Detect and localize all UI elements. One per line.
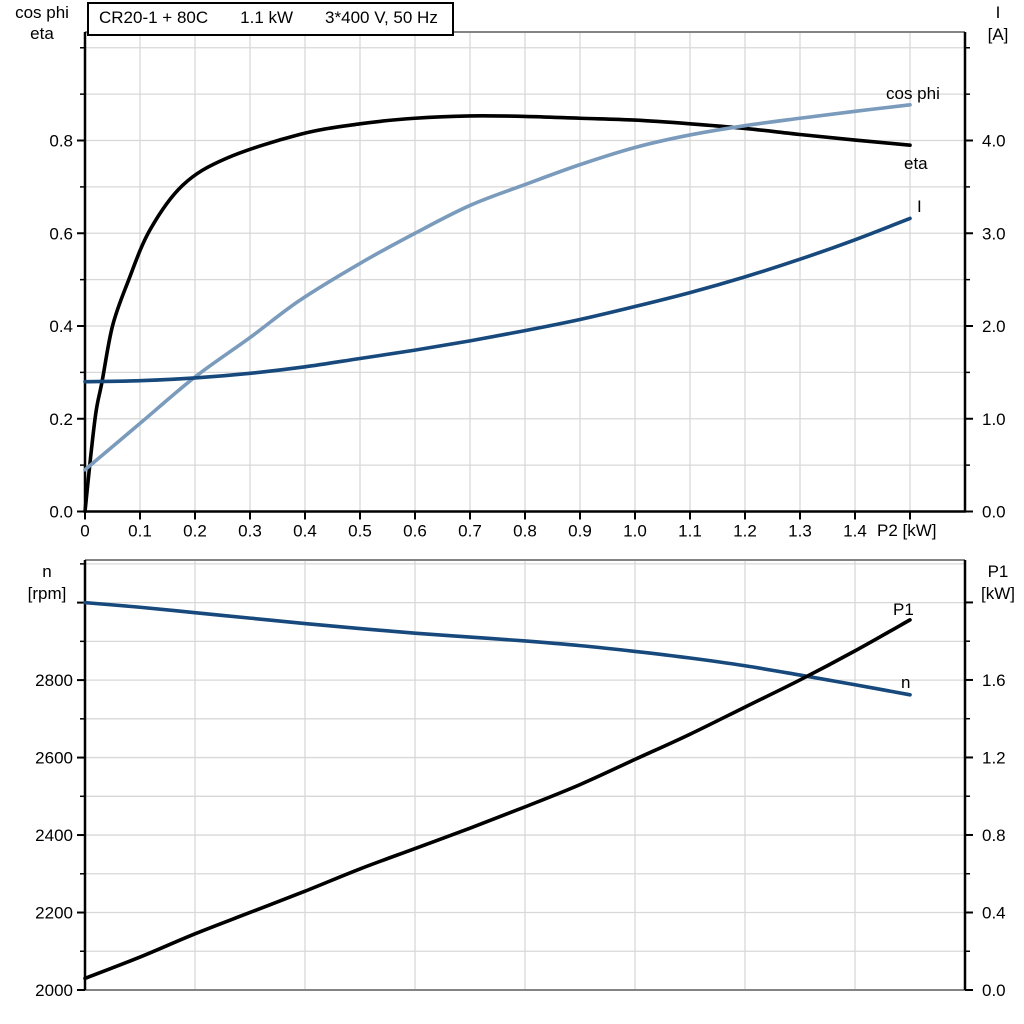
- right-axis-tick-label: 1.6: [982, 671, 1006, 690]
- input-power-curve: [83, 618, 912, 981]
- right-axis-tick-label: 1.0: [982, 410, 1006, 429]
- cos-phi-curve: [83, 103, 912, 472]
- x-axis-title: P2 [kW]: [877, 521, 937, 540]
- cos-phi-curve-label: cos phi: [886, 84, 940, 103]
- x-axis-tick-label: 0.9: [568, 522, 592, 541]
- speed-curve: [83, 600, 912, 697]
- x-axis-tick-label: 1.4: [843, 522, 867, 541]
- left-axis-tick-label: 2600: [35, 749, 73, 768]
- left-axis-title: cos phi: [15, 3, 69, 22]
- left-axis-tick-label: 0.0: [49, 503, 73, 522]
- speed-curve-label: n: [901, 673, 910, 692]
- left-axis-tick-label: 0.4: [49, 317, 73, 336]
- bottom-chart: 2000 2200 2400 2600 2800 0.0 0.4 0.8 1.2 1.6 n [rpm…: [28, 559, 1015, 1000]
- right-axis-tick-label: 0.8: [982, 826, 1006, 845]
- x-axis-tick-label: 1.0: [623, 522, 647, 541]
- left-axis-tick-label: 2400: [35, 826, 73, 845]
- left-axis-tick-label: 0.6: [49, 224, 73, 243]
- left-axis-tick-label: 0.8: [49, 132, 73, 151]
- right-axis-tick-label: 4.0: [982, 132, 1006, 151]
- right-axis-tick-label: 2.0: [982, 317, 1006, 336]
- right-axis-tick-label: 0.0: [982, 981, 1006, 1000]
- eta-curve: [83, 114, 912, 514]
- motor-power-label: 1.1 kW: [240, 8, 294, 27]
- x-axis-tick-label: 1.2: [733, 522, 757, 541]
- pump-model-label: CR20-1 + 80C: [99, 8, 209, 27]
- left-axis-tick-label: 2800: [35, 671, 73, 690]
- left-axis-title: [rpm]: [28, 584, 67, 603]
- right-axis-tick-label: 3.0: [982, 224, 1006, 243]
- current-curve: [83, 216, 912, 384]
- x-axis-tick-label: 0.1: [128, 522, 152, 541]
- left-axis-tick-label: 2200: [35, 904, 73, 923]
- right-axis-tick-label: 0.4: [982, 903, 1006, 922]
- x-axis-tick-label: 1.1: [678, 522, 702, 541]
- right-axis-tick-label: 1.2: [982, 748, 1006, 767]
- right-axis-title: [A]: [988, 25, 1009, 44]
- x-axis-tick-label: 0.6: [403, 522, 427, 541]
- x-axis-tick-label: 1.3: [788, 522, 812, 541]
- x-axis-tick-label: 0: [80, 522, 89, 541]
- right-axis-title: I: [996, 3, 1001, 22]
- chart-title-box: CR20-1 + 80C 1.1 kW 3*400 V, 50 Hz: [87, 2, 454, 36]
- x-axis-tick-label: 0.7: [458, 522, 482, 541]
- x-axis-tick-label: 0.8: [513, 522, 537, 541]
- right-axis-title: [kW]: [981, 584, 1015, 603]
- left-axis-title: n: [42, 562, 51, 581]
- x-axis-tick-label: 0.3: [238, 522, 262, 541]
- top-chart: 0.0 0.2 0.4 0.6 0.8 0.0 1.0 2.0 3.0 4.0 0 0.1 0.2 0.3…: [15, 3, 1008, 541]
- left-axis-tick-label: 2000: [35, 981, 73, 1000]
- x-axis-tick-label: 0.5: [348, 522, 372, 541]
- right-axis-tick-label: 0.0: [982, 503, 1006, 522]
- right-axis-title: P1: [988, 562, 1009, 581]
- x-axis-tick-label: 0.2: [183, 522, 207, 541]
- x-axis-tick-label: 0.4: [293, 522, 317, 541]
- current-curve-label: I: [917, 197, 922, 216]
- eta-curve-label: eta: [904, 154, 928, 173]
- supply-voltage-label: 3*400 V, 50 Hz: [325, 8, 438, 27]
- input-power-curve-label: P1: [893, 600, 914, 619]
- left-axis-title: eta: [30, 24, 54, 43]
- left-axis-tick-label: 0.2: [49, 410, 73, 429]
